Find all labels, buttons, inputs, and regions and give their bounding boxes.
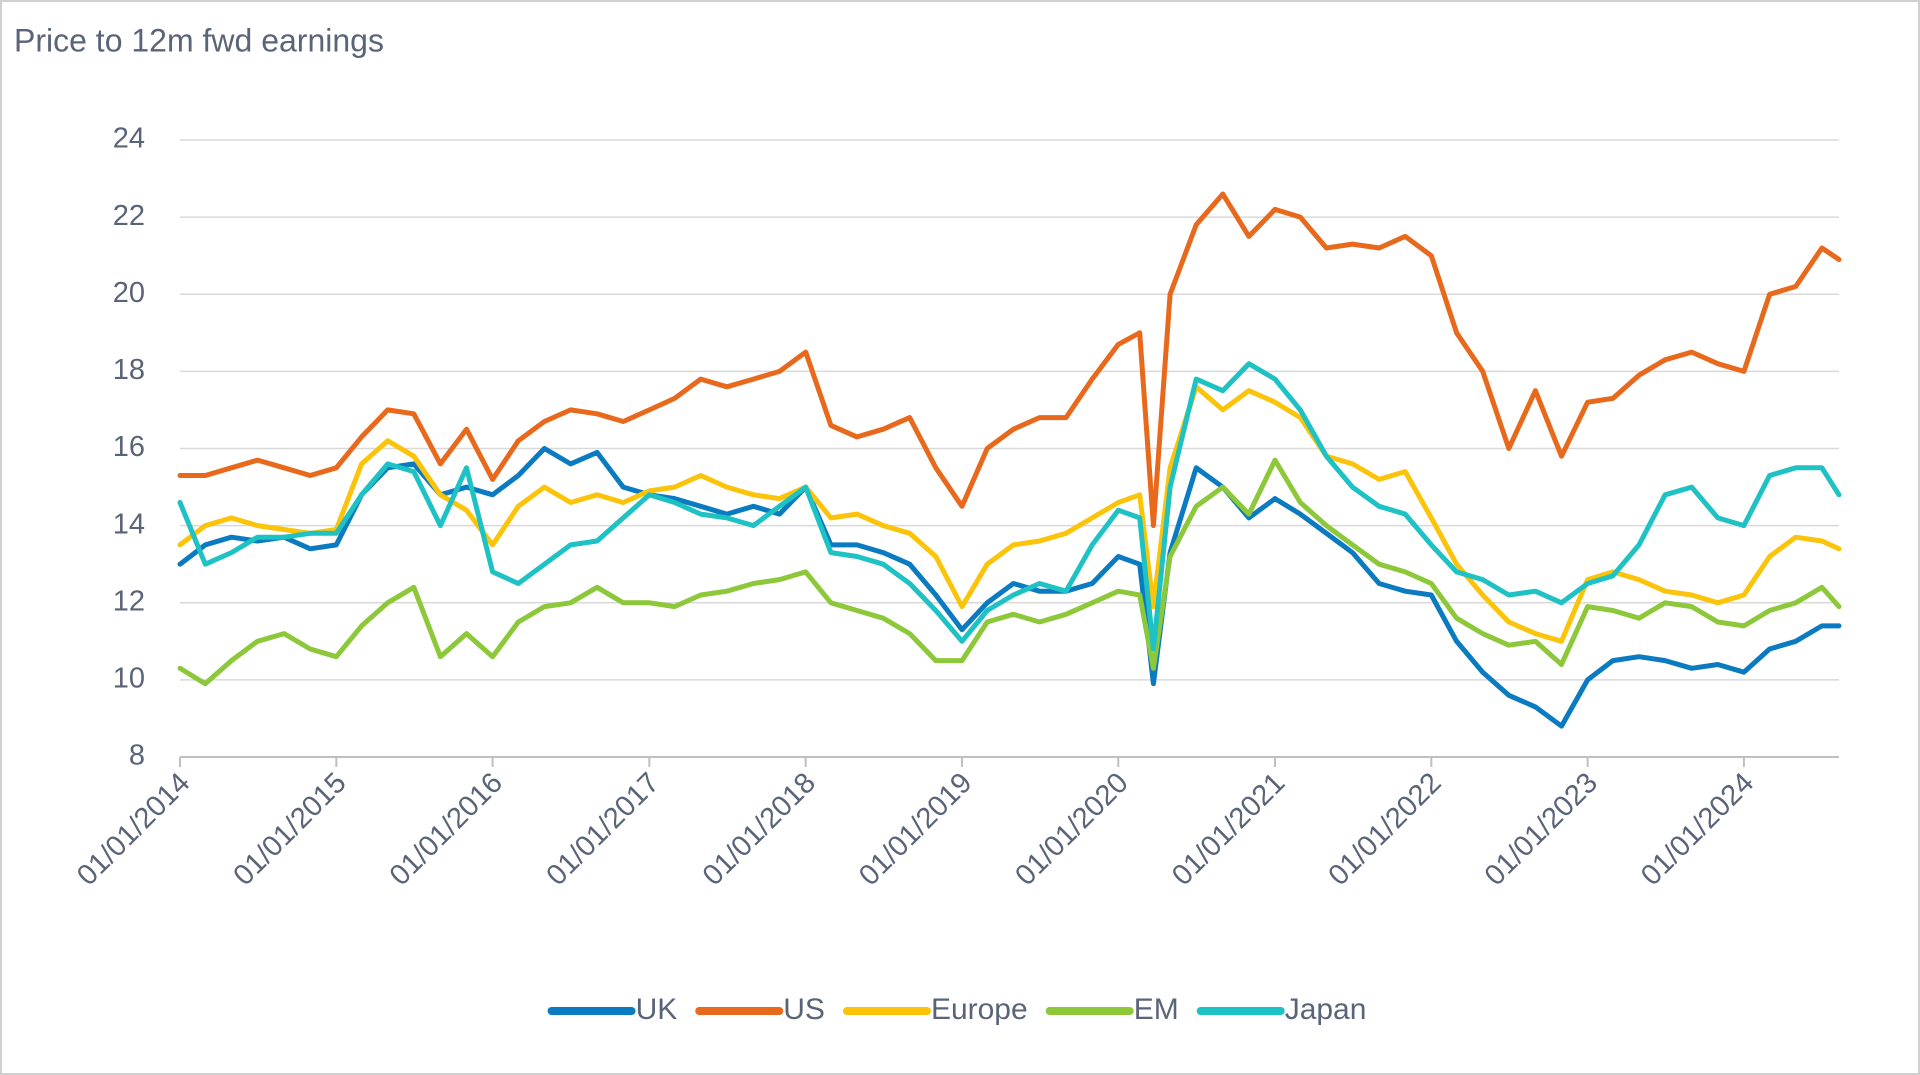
legend-label: EM <box>1134 993 1179 1026</box>
y-tick-label: 24 <box>113 123 145 155</box>
y-tick-label: 10 <box>113 663 145 695</box>
y-tick-label: 8 <box>129 740 145 772</box>
y-tick-label: 12 <box>113 585 145 617</box>
legend-label: Japan <box>1285 993 1367 1026</box>
series-line <box>177 457 1842 687</box>
legend-label: Europe <box>931 993 1028 1026</box>
chart-title: Price to 12m fwd earnings <box>14 22 384 58</box>
series-line <box>177 191 1842 529</box>
y-tick-label: 18 <box>113 354 145 386</box>
legend: UK US Europe EM Japan <box>547 993 1367 1026</box>
y-tick-label: 22 <box>113 200 145 232</box>
series-line <box>177 384 1842 644</box>
legend-label: US <box>783 993 825 1026</box>
y-tick-label: 20 <box>113 277 145 309</box>
y-tick-label: 14 <box>113 508 145 540</box>
series-line <box>177 361 1842 652</box>
y-tick-label: 16 <box>113 431 145 463</box>
legend-label: UK <box>636 993 678 1026</box>
